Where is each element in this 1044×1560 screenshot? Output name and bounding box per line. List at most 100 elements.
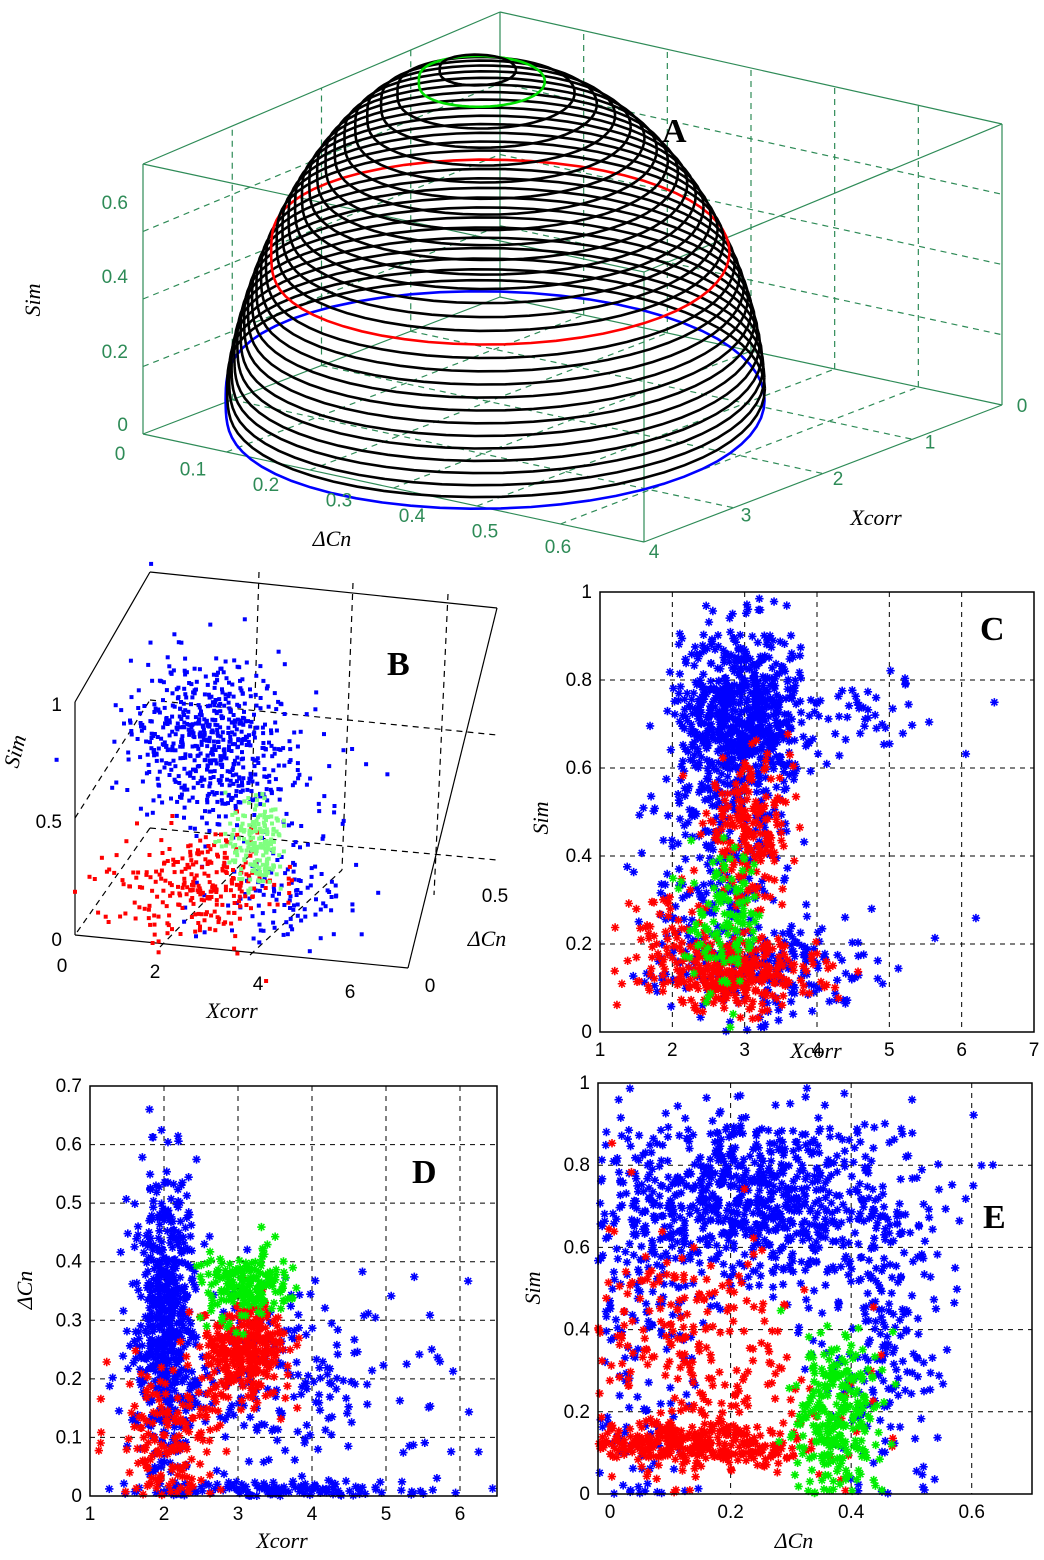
panel-b-point <box>323 904 328 909</box>
panel-b-point <box>176 695 181 700</box>
panel-b-point <box>176 902 181 907</box>
panel-d-marker <box>155 1391 165 1400</box>
panel-c-marker <box>733 894 742 903</box>
panel-c-marker <box>673 965 682 974</box>
panel-a-contour <box>300 114 698 276</box>
panel-b-point <box>277 833 282 838</box>
panel-b-point <box>231 762 236 766</box>
panel-b-point <box>103 914 108 919</box>
panel-c-marker <box>664 911 673 921</box>
panel-c-marker <box>718 997 728 1006</box>
panel-d-marker <box>208 1296 217 1305</box>
panel-c-marker <box>747 978 757 987</box>
panel-c-marker <box>696 830 706 839</box>
panel-c-marker <box>680 791 690 801</box>
panel-d-marker <box>138 1153 147 1162</box>
panel-b-point <box>224 855 229 860</box>
panel-c-marker <box>704 961 713 970</box>
panel-b-point <box>159 679 164 684</box>
panel-c-marker <box>711 735 720 745</box>
panel-d-marker <box>175 1273 185 1282</box>
panel-c-ytick: 0.6 <box>566 758 592 779</box>
panel-d-marker <box>250 1264 259 1274</box>
panel-d-marker <box>251 1394 260 1403</box>
panel-b-point <box>254 673 259 678</box>
panel-d-xtick: 5 <box>381 1504 392 1525</box>
panel-d-marker <box>344 1402 353 1411</box>
panel-c-marker <box>683 818 693 827</box>
panel-c-marker <box>747 775 757 785</box>
panel-b-point <box>267 779 272 784</box>
panel-b-point <box>291 869 296 874</box>
panel-b-point <box>167 664 172 669</box>
panel-b-point <box>196 720 201 725</box>
panel-b-point <box>197 667 202 672</box>
panel-b-point <box>209 860 214 865</box>
panel-c-marker <box>879 740 889 749</box>
panel-c-marker <box>706 786 715 795</box>
panel-b-point <box>215 822 220 827</box>
panel-b-point <box>193 929 198 934</box>
panel-c-marker <box>740 838 749 847</box>
panel-c-marker <box>770 928 779 938</box>
panel-d-marker <box>224 1336 233 1345</box>
panel-c-marker <box>735 934 745 944</box>
panel-d-marker <box>345 1486 354 1496</box>
panel-c-marker <box>813 928 823 937</box>
panel-b-point <box>271 768 276 773</box>
panel-c-marker <box>741 811 750 821</box>
panel-d-marker <box>128 1415 137 1425</box>
panel-b-point <box>260 792 265 796</box>
panel-d-marker <box>210 1484 220 1493</box>
panel-d-marker <box>157 1125 166 1135</box>
panel-d-marker <box>181 1399 191 1408</box>
panel-d-marker <box>224 1326 234 1336</box>
panel-c-marker <box>726 905 735 914</box>
panel-b-point <box>120 878 125 883</box>
panel-b-point <box>222 703 227 708</box>
panel-c-marker <box>835 751 844 760</box>
panel-d-marker <box>162 1279 172 1288</box>
panel-b-point <box>247 800 251 805</box>
panel-c-marker <box>702 840 711 850</box>
panel-b-point <box>319 872 324 876</box>
panel-b-point <box>228 778 233 783</box>
panel-c-marker <box>719 646 728 655</box>
panel-c-marker <box>751 762 760 771</box>
panel-c-marker <box>737 797 746 807</box>
panel-b-point <box>265 684 270 689</box>
panel-b-point <box>271 849 276 854</box>
panel-c-marker <box>737 692 746 702</box>
panel-b-point <box>237 877 242 881</box>
panel-b-point <box>246 796 251 800</box>
panel-d-marker <box>164 1317 174 1327</box>
panel-c-marker <box>713 983 722 992</box>
panel-b-point <box>226 910 231 915</box>
panel-c-marker <box>670 710 680 719</box>
panel-c-marker <box>765 956 774 966</box>
panel-b-point <box>107 867 112 872</box>
panel-b-point <box>234 727 239 732</box>
panel-c-marker <box>690 925 699 934</box>
panel-b-point <box>170 744 175 749</box>
panel-b-point <box>257 888 262 893</box>
panel-c-marker <box>748 881 757 891</box>
panel-c-marker <box>720 796 730 805</box>
panel-d-marker <box>273 1345 282 1355</box>
panel-d-marker <box>301 1330 311 1339</box>
panel-d-marker <box>161 1265 171 1275</box>
panel-c-marker <box>699 880 708 890</box>
panel-c-marker <box>805 711 814 721</box>
panel-c-marker <box>749 745 758 755</box>
panel-c-marker <box>761 836 771 846</box>
panel-b-point <box>180 742 185 747</box>
panel-b-xlabel: Xcorr <box>205 998 258 1023</box>
panel-b-point <box>194 934 198 939</box>
panel-b-point <box>258 870 263 874</box>
panel-c-marker <box>694 747 703 757</box>
panel-d-marker <box>243 1286 252 1295</box>
panel-b-ytick: 0 <box>425 976 436 997</box>
panel-b-point <box>171 758 176 763</box>
panel-d-marker <box>252 1272 261 1281</box>
panel-b-point <box>244 903 249 907</box>
